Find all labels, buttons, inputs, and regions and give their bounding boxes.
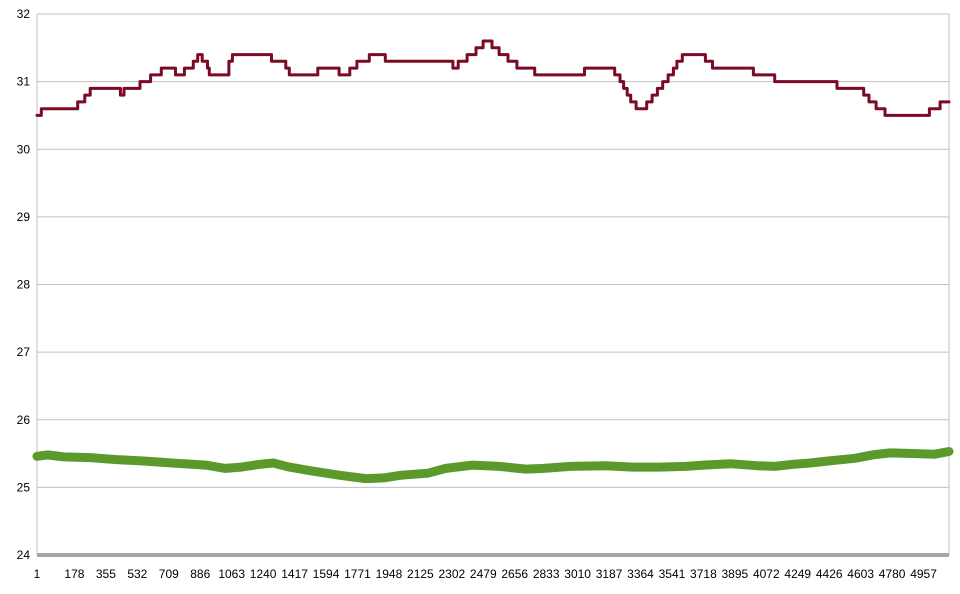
x-tick-label: 3010 xyxy=(564,567,591,581)
x-tick-label: 4780 xyxy=(879,567,906,581)
x-tick-label: 3895 xyxy=(722,567,749,581)
y-tick-label: 31 xyxy=(17,75,31,89)
x-tick-label: 3541 xyxy=(659,567,686,581)
y-tick-label: 28 xyxy=(17,278,31,292)
x-tick-labels: 1 178 355 532 709 886 1063 1240 1417 1594 1771 1948… xyxy=(34,567,938,581)
x-tick-label: 3364 xyxy=(627,567,654,581)
y-tick-label: 30 xyxy=(17,142,31,156)
x-tick-label: 4957 xyxy=(910,567,937,581)
y-tick-label: 24 xyxy=(17,548,31,562)
y-tick-label: 25 xyxy=(17,480,31,494)
y-tick-label: 27 xyxy=(17,345,31,359)
x-tick-label: 3718 xyxy=(690,567,717,581)
x-tick-label: 2656 xyxy=(501,567,528,581)
x-tick-label: 4072 xyxy=(753,567,780,581)
gridlines xyxy=(36,13,950,555)
x-tick-label: 2479 xyxy=(470,567,497,581)
x-tick-label: 4603 xyxy=(847,567,874,581)
x-tick-label: 1594 xyxy=(313,567,340,581)
x-tick-label: 1240 xyxy=(250,567,277,581)
x-tick-label: 2302 xyxy=(438,567,465,581)
x-tick-label: 178 xyxy=(64,567,84,581)
x-tick-label: 1948 xyxy=(376,567,403,581)
x-tick-label: 4249 xyxy=(784,567,811,581)
x-tick-label: 709 xyxy=(159,567,179,581)
y-tick-label: 32 xyxy=(17,7,31,21)
y-tick-label: 29 xyxy=(17,210,31,224)
x-tick-label: 4426 xyxy=(816,567,843,581)
x-tick-label: 1417 xyxy=(281,567,308,581)
y-tick-labels: 24 25 26 27 28 29 30 31 32 xyxy=(17,7,31,562)
x-tick-label: 1 xyxy=(34,567,41,581)
x-tick-label: 886 xyxy=(190,567,210,581)
x-tick-label: 532 xyxy=(127,567,147,581)
x-tick-label: 3187 xyxy=(596,567,623,581)
x-tick-label: 355 xyxy=(96,567,116,581)
series-line-2 xyxy=(32,447,954,484)
x-tick-label: 2125 xyxy=(407,567,434,581)
series-lines xyxy=(32,39,954,484)
y-tick-label: 26 xyxy=(17,413,31,427)
x-tick-label: 1063 xyxy=(218,567,245,581)
series-line-1 xyxy=(35,39,951,117)
x-tick-label: 1771 xyxy=(344,567,371,581)
x-tick-label: 2833 xyxy=(533,567,560,581)
